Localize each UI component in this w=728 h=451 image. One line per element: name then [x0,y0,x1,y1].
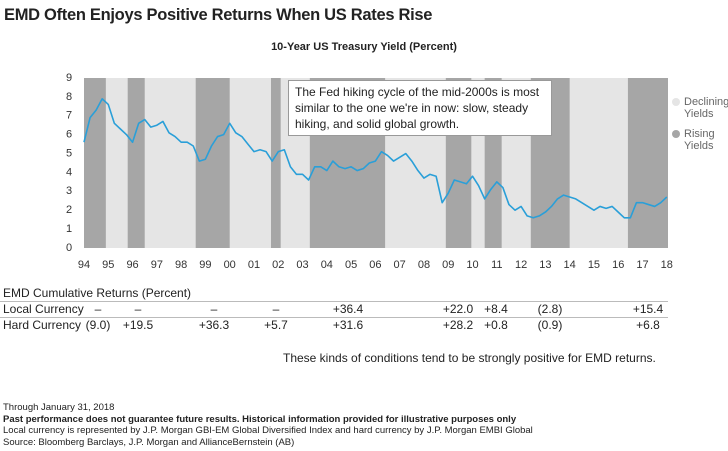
return-value: – [134,302,142,316]
x-tick-label: 18 [661,259,673,271]
return-value: – [94,302,102,316]
return-value: (2.8) [537,302,563,316]
y-tick-label: 1 [66,223,72,235]
return-value: +19.5 [122,318,154,332]
row-label: Local Currency [3,302,84,316]
return-value: – [272,302,280,316]
return-value: +5.7 [264,318,288,332]
x-tick-label: 94 [78,259,90,271]
x-tick-label: 07 [394,259,406,271]
table-title: EMD Cumulative Returns (Percent) [3,286,192,300]
footer: Through January 31, 2018 Past performanc… [3,402,533,448]
y-tick-label: 3 [66,185,72,197]
return-value: (0.9) [537,318,563,332]
x-tick-label: 13 [539,259,551,271]
rising-period [270,78,281,248]
x-tick-label: 15 [588,259,600,271]
y-tick-label: 5 [66,147,72,159]
return-value: +6.8 [636,318,660,332]
x-tick-label: 06 [369,259,381,271]
y-tick-label: 6 [66,129,72,141]
x-tick-label: 95 [102,259,114,271]
y-tick-label: 4 [66,166,72,178]
return-value: +31.6 [332,318,364,332]
rising-period [84,78,106,248]
legend-label: Rising Yields [684,128,715,152]
x-tick-label: 05 [345,259,357,271]
x-tick-label: 16 [612,259,624,271]
legend-entry: Declining Yields [672,96,728,120]
return-value: (9.0) [85,318,111,332]
chart-title: 10-Year US Treasury Yield (Percent) [271,41,457,53]
note: These kinds of conditions tend to be str… [283,351,656,365]
footer-source: Source: Bloomberg Barclays, J.P. Morgan … [3,436,295,448]
legend-swatch [672,130,680,138]
x-tick-label: 03 [296,259,308,271]
y-tick-label: 2 [66,204,72,216]
return-value: +36.3 [198,318,230,332]
legend-entry: Rising Yields [672,128,728,152]
row-label: Hard Currency [3,318,82,332]
x-tick-label: 14 [564,259,576,271]
x-tick-label: 10 [466,259,478,271]
rising-period [195,78,230,248]
x-tick-label: 12 [515,259,527,271]
x-tick-label: 98 [175,259,187,271]
y-tick-label: 0 [66,242,72,254]
y-tick-label: 7 [66,110,72,122]
x-tick-label: 97 [151,259,163,271]
footer-date: Through January 31, 2018 [3,402,115,413]
return-value: +36.4 [332,302,364,316]
return-value: +8.4 [484,302,508,316]
x-tick-label: 04 [321,259,333,271]
y-tick-label: 9 [66,72,72,84]
x-tick-label: 02 [272,259,284,271]
return-value: +22.0 [442,302,474,316]
return-value: +0.8 [484,318,508,332]
legend-swatch [672,98,680,106]
return-value: +28.2 [442,318,474,332]
footer-disclaimer: Past performance does not guarantee futu… [3,413,517,425]
return-value: – [210,302,218,316]
x-tick-label: 96 [126,259,138,271]
rising-period [627,78,668,248]
footer-definition: Local currency is represented by J.P. Mo… [3,425,533,436]
table-rule [0,317,668,318]
x-tick-label: 08 [418,259,430,271]
page-title: EMD Often Enjoys Positive Returns When U… [4,6,433,24]
rising-period [127,78,145,248]
x-tick-label: 09 [442,259,454,271]
x-tick-label: 01 [248,259,260,271]
x-tick-label: 99 [199,259,211,271]
return-value: +15.4 [632,302,664,316]
y-tick-label: 8 [66,91,72,103]
annotation: The Fed hiking cycle of the mid-2000s is… [288,80,552,136]
legend-label: Declining Yields [684,96,728,120]
legend: Declining Yields Rising Yields [672,96,728,160]
x-tick-label: 00 [224,259,236,271]
x-tick-label: 17 [636,259,648,271]
returns-table: EMD Cumulative Returns (Percent) Local C… [0,284,728,336]
x-tick-label: 11 [491,259,502,271]
yield-line [83,97,668,219]
table-rule [0,301,668,302]
